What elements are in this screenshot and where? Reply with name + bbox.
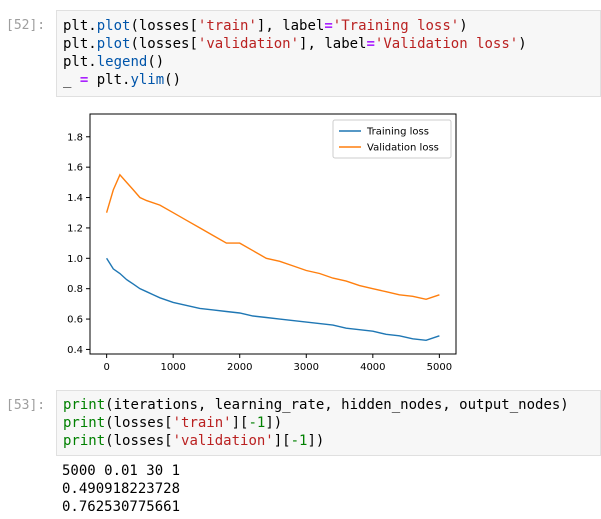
code-token: (losses[ (130, 36, 198, 52)
series-line-training (106, 257, 440, 342)
code-token: ], label (299, 36, 367, 52)
code-lines: print(iterations, learning_rate, hidden_… (57, 396, 600, 450)
y-tick-label: 0.4 (67, 345, 83, 356)
code-token: -1 (290, 433, 308, 449)
code-token: -1 (248, 415, 266, 431)
code-token: . (88, 54, 97, 70)
code-token: ylim (130, 72, 165, 88)
code-token: (losses[ (105, 415, 173, 431)
code-token: ][ (273, 433, 291, 449)
output-line: 0.762530775661 (62, 499, 181, 515)
y-tick-label: 0.6 (67, 315, 83, 326)
code-token: plt (63, 54, 89, 70)
x-tick-label: 4000 (360, 362, 385, 373)
code-token: plot (96, 18, 131, 34)
code-token: plot (96, 36, 131, 52)
code-token: print (63, 433, 106, 449)
code-input-52[interactable]: plt.plot(losses['train'], label='Trainin… (56, 10, 601, 97)
code-token: ) (459, 18, 468, 34)
line-chart: 0 1000 2000 3000 4000 5000 0.4 0.6 0.8 1.0 1.2 1.4 1… (67, 113, 457, 373)
code-token: . (88, 36, 97, 52)
code-token: plt (63, 36, 89, 52)
code-line: plt.plot(losses['train'], label='Trainin… (57, 17, 600, 35)
code-token: = (79, 72, 89, 88)
code-token: print (63, 415, 106, 431)
code-input-53[interactable]: print(iterations, learning_rate, hidden_… (56, 390, 601, 456)
code-token: = (366, 36, 375, 52)
code-token: plt (63, 18, 89, 34)
code-token: ) (518, 36, 527, 52)
code-token: () (147, 54, 165, 70)
y-tick-label: 1.0 (67, 254, 83, 265)
y-tick-label: 1.2 (67, 223, 83, 234)
x-tick-label: 5000 (427, 362, 452, 373)
code-token: ][ (231, 415, 249, 431)
code-token: 'train' (197, 18, 257, 34)
code-line: print(losses['validation'][-1]) (57, 432, 600, 450)
code-token: _ (63, 72, 80, 88)
plot-output: 0 1000 2000 3000 4000 5000 0.4 0.6 0.8 1.0 1.2 1.4 1… (56, 105, 476, 379)
code-token: . (122, 72, 131, 88)
legend-label: Training loss (366, 127, 429, 138)
code-line: plt.legend() (57, 53, 600, 71)
code-token: ]) (307, 433, 325, 449)
code-token: . (88, 18, 97, 34)
code-line: plt.plot(losses['validation'], label='Va… (57, 35, 600, 53)
cell-prompt: [53]: (6, 398, 46, 413)
code-line: print(losses['train'][-1]) (57, 414, 600, 432)
code-token: 'validation' (197, 36, 300, 52)
x-tick-label: 1000 (160, 362, 185, 373)
code-token: () (164, 72, 182, 88)
code-token: 'validation' (172, 433, 274, 449)
x-tick-label: 2000 (227, 362, 252, 373)
y-tick-label: 1.4 (67, 193, 83, 204)
output-line: 5000 0.01 30 1 (62, 463, 181, 479)
code-token: plt (88, 72, 123, 88)
code-token: print (63, 397, 106, 413)
code-token: ]) (265, 415, 283, 431)
y-tick-label: 1.6 (67, 163, 83, 174)
legend-label: Validation loss (367, 143, 439, 154)
y-tick-label: 0.8 (67, 284, 83, 295)
code-token: 'Validation loss' (374, 36, 519, 52)
code-token: 'Training loss' (332, 18, 460, 34)
x-tick-label: 0 (103, 362, 109, 373)
y-tick-label: 1.8 (67, 132, 83, 143)
code-token: (losses[ (105, 433, 173, 449)
code-lines: plt.plot(losses['train'], label='Trainin… (57, 17, 600, 89)
code-line: print(iterations, learning_rate, hidden_… (57, 396, 600, 414)
code-token: 'train' (172, 415, 232, 431)
output-line: 0.490918223728 (62, 481, 181, 497)
code-token: (losses[ (130, 18, 198, 34)
code-line: _ = plt.ylim() (57, 71, 600, 89)
cell-prompt: [52]: (6, 18, 46, 33)
code-token: (iterations, learning_rate, hidden_nodes… (105, 397, 569, 413)
x-tick-label: 3000 (294, 362, 319, 373)
code-token: ], label (256, 18, 325, 34)
code-token: legend (96, 54, 148, 70)
code-token: = (324, 18, 333, 34)
legend-box (332, 119, 452, 159)
series-line-validation (105, 173, 440, 301)
